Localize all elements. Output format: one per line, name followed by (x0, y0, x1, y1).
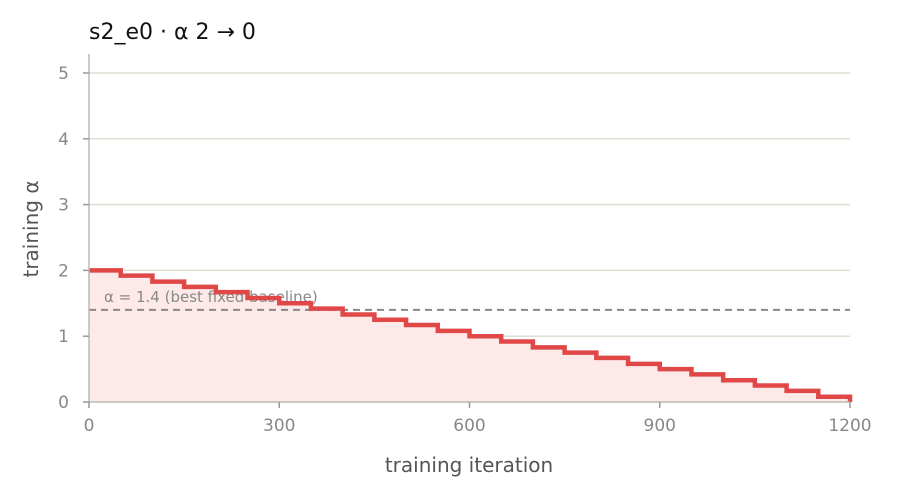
x-axis-label: training iteration (385, 453, 553, 477)
y-axis-label: training α (19, 180, 43, 277)
x-tick-label: 0 (84, 416, 95, 436)
alpha-step-line (89, 268, 853, 402)
baseline-reference-label: α = 1.4 (best fixed baseline) (104, 288, 318, 306)
x-tick-label: 1200 (828, 416, 871, 436)
y-tick-label: 1 (58, 327, 69, 347)
y-tick-label: 3 (58, 196, 69, 216)
y-axis-ticks: 0 1 2 3 4 5 (58, 64, 89, 413)
y-tick-label: 5 (58, 64, 69, 84)
x-tick-label: 600 (453, 416, 485, 436)
y-tick-label: 0 (58, 393, 69, 413)
y-tick-label: 4 (58, 130, 69, 150)
x-tick-label: 900 (644, 416, 676, 436)
grid-lines (89, 72, 850, 337)
x-axis-ticks: 0 300 600 900 1200 (84, 402, 872, 436)
x-tick-label: 300 (263, 416, 295, 436)
chart-title: s2_e0 · α 2 → 0 (89, 20, 256, 45)
y-tick-label: 2 (58, 261, 69, 281)
